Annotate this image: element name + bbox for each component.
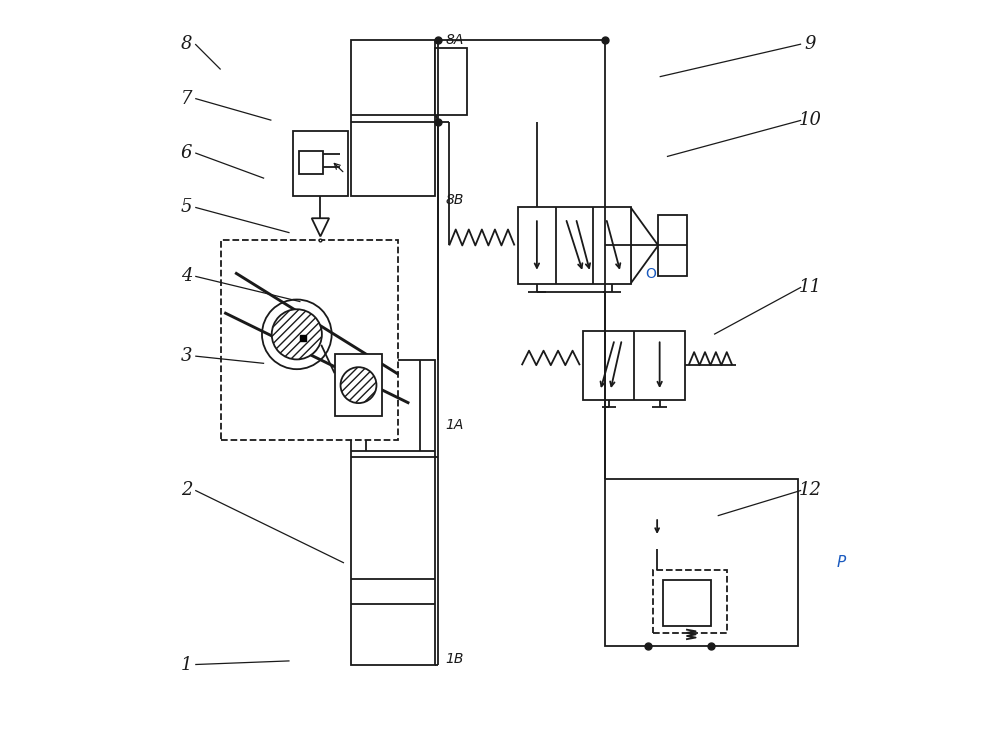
Text: 12: 12 — [798, 482, 821, 499]
Text: 8: 8 — [181, 35, 192, 53]
Text: 1: 1 — [181, 655, 192, 674]
Text: 10: 10 — [798, 112, 821, 129]
Text: O: O — [645, 267, 656, 281]
Text: 7: 7 — [181, 90, 192, 107]
Bar — [663, 580, 711, 626]
Text: 1A: 1A — [446, 418, 464, 432]
Text: 2: 2 — [181, 482, 192, 499]
Text: 11: 11 — [798, 278, 821, 297]
Bar — [351, 40, 435, 197]
Text: P: P — [836, 556, 846, 570]
Text: 8B: 8B — [446, 193, 464, 207]
Bar — [658, 215, 687, 276]
Text: 9: 9 — [804, 35, 816, 53]
Bar — [605, 479, 798, 647]
Text: 3: 3 — [181, 347, 192, 365]
Bar — [583, 331, 685, 399]
Text: 5: 5 — [181, 198, 192, 217]
Circle shape — [272, 309, 322, 360]
Text: 4: 4 — [181, 267, 192, 286]
Bar — [221, 240, 398, 440]
Text: 6: 6 — [181, 144, 192, 162]
Bar — [653, 570, 727, 633]
Bar — [299, 150, 323, 174]
Bar — [435, 48, 467, 115]
Bar — [335, 354, 382, 416]
Bar — [351, 360, 435, 664]
Circle shape — [341, 367, 376, 403]
Bar — [293, 131, 348, 197]
Bar — [518, 207, 631, 283]
Text: 1B: 1B — [446, 653, 464, 666]
Text: 8A: 8A — [446, 34, 464, 48]
